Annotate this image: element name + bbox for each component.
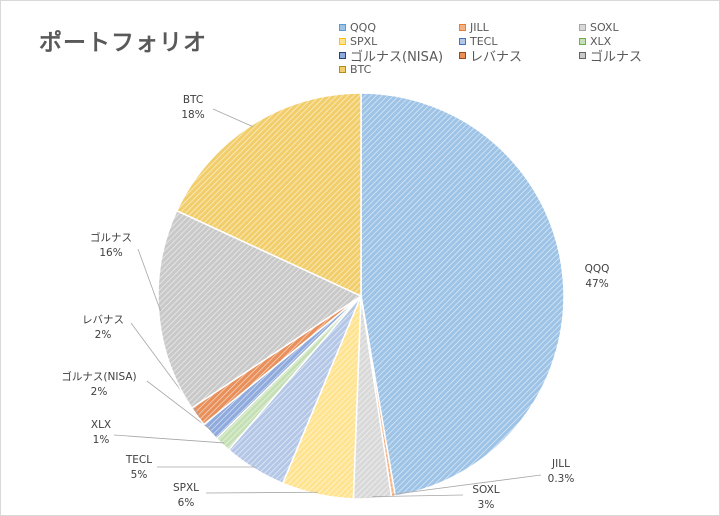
- data-label-percent: 1%: [93, 434, 110, 446]
- legend-item-xlx: XLX: [579, 35, 669, 48]
- data-label-name: QQQ: [585, 263, 610, 275]
- legend-swatch: [459, 24, 466, 31]
- leader-line: [137, 248, 161, 312]
- data-label-percent: 2%: [91, 386, 108, 398]
- data-label-percent: 0.3%: [548, 473, 575, 485]
- legend-label: JILL: [470, 21, 489, 34]
- data-label-percent: 18%: [181, 109, 204, 121]
- data-label-name: レバナス: [82, 314, 124, 326]
- legend-item-golnas-nisa: ゴルナス(NISA): [339, 49, 459, 65]
- legend-label: SPXL: [350, 35, 378, 48]
- data-label-name: SOXL: [472, 484, 499, 496]
- leader-line: [146, 380, 212, 431]
- legend-swatch: [339, 38, 346, 45]
- legend-label: SOXL: [590, 21, 619, 34]
- data-label-name: JILL: [551, 458, 570, 470]
- leader-line: [372, 494, 464, 498]
- data-label-percent: 47%: [585, 278, 608, 290]
- pie-slice-golnas: [157, 209, 363, 410]
- legend-label: レバナス: [470, 50, 523, 65]
- data-label-percent: 16%: [99, 247, 122, 259]
- data-label-name: ゴルナス(NISA): [61, 370, 136, 383]
- data-label-name: XLX: [91, 419, 111, 431]
- legend-swatch: [339, 66, 346, 73]
- leader-line: [393, 474, 542, 495]
- data-label-name: SPXL: [173, 482, 199, 494]
- legend-item-levnas: レバナス: [459, 49, 579, 65]
- legend-label: ゴルナス(NISA): [350, 50, 444, 65]
- leader-line: [113, 434, 224, 444]
- legend-label: XLX: [590, 35, 612, 48]
- leader-line: [212, 108, 253, 128]
- legend-swatch: [339, 24, 346, 31]
- chart-title: ポートフォリオ: [39, 30, 207, 56]
- data-label-name: TECL: [125, 454, 152, 466]
- legend-swatch: [459, 38, 466, 45]
- legend-item-tecl: TECL: [459, 35, 579, 48]
- data-label-name: ゴルナス: [90, 231, 132, 244]
- legend-item-btc: BTC: [339, 63, 459, 76]
- leader-line: [205, 491, 318, 494]
- pie-slice-btc: [175, 92, 362, 298]
- legend-label: TECL: [470, 35, 498, 48]
- legend-item-jill: JILL: [459, 21, 579, 34]
- legend-label: QQQ: [350, 21, 376, 34]
- pie-slice-qqq: [360, 92, 565, 497]
- legend-item-spxl: SPXL: [339, 35, 459, 48]
- legend-swatch: [579, 52, 586, 59]
- legend-item-golnas: ゴルナス: [579, 49, 669, 65]
- legend-label: BTC: [350, 63, 372, 76]
- legend-swatch: [579, 24, 586, 31]
- data-label-percent: 3%: [478, 499, 495, 511]
- data-label-percent: 2%: [95, 329, 112, 341]
- legend-label: ゴルナス: [590, 50, 643, 65]
- data-label-percent: 5%: [131, 469, 148, 481]
- data-label-name: BTC: [183, 94, 203, 106]
- legend: QQQ JILL SOXL SPXL TECL XLX ゴルナス(NISA) レ…: [339, 21, 669, 76]
- legend-swatch: [339, 52, 346, 59]
- legend-item-qqq: QQQ: [339, 21, 459, 34]
- legend-swatch: [579, 38, 586, 45]
- legend-swatch: [459, 52, 466, 59]
- data-label-percent: 6%: [178, 497, 195, 509]
- legend-item-soxl: SOXL: [579, 21, 669, 34]
